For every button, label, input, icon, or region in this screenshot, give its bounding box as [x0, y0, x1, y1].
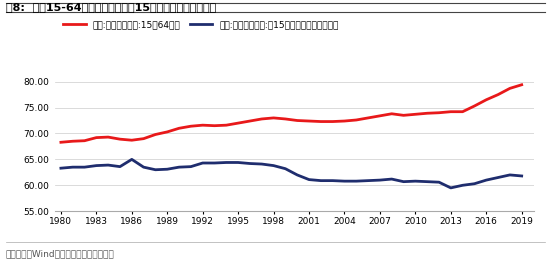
日本:劳动力参与率:占15岁及以上总人口比重％ — [341, 180, 348, 183]
日本:劳动力参与率:15到64岁％ — [495, 93, 502, 96]
日本:劳动力参与率:占15岁及以上总人口比重％ — [200, 161, 206, 164]
日本:劳动力参与率:占15岁及以上总人口比重％ — [93, 164, 100, 167]
日本:劳动力参与率:占15岁及以上总人口比重％ — [188, 165, 194, 168]
日本:劳动力参与率:15到64岁％ — [459, 110, 466, 113]
日本:劳动力参与率:15到64岁％ — [317, 120, 324, 123]
日本:劳动力参与率:占15岁及以上总人口比重％ — [471, 182, 478, 185]
日本:劳动力参与率:占15岁及以上总人口比重％ — [483, 178, 490, 182]
日本:劳动力参与率:15到64岁％ — [270, 116, 277, 120]
日本:劳动力参与率:占15岁及以上总人口比重％ — [365, 179, 371, 182]
日本:劳动力参与率:占15岁及以上总人口比重％ — [223, 161, 229, 164]
日本:劳动力参与率:15到64岁％ — [341, 119, 348, 122]
日本:劳动力参与率:占15岁及以上总人口比重％ — [388, 177, 395, 181]
日本:劳动力参与率:15到64岁％ — [400, 114, 407, 117]
日本:劳动力参与率:15到64岁％ — [377, 114, 383, 117]
Legend: 日本:劳动力参与率:15到64岁％, 日本:劳动力参与率:占15岁及以上总人口比重％: 日本:劳动力参与率:15到64岁％, 日本:劳动力参与率:占15岁及以上总人口比… — [59, 17, 343, 33]
日本:劳动力参与率:占15岁及以上总人口比重％ — [246, 162, 253, 165]
日本:劳动力参与率:占15岁及以上总人口比重％ — [164, 168, 170, 171]
Line: 日本:劳动力参与率:15到64岁％: 日本:劳动力参与率:15到64岁％ — [61, 85, 522, 142]
日本:劳动力参与率:占15岁及以上总人口比重％ — [211, 161, 218, 164]
日本:劳动力参与率:占15岁及以上总人口比重％ — [306, 178, 312, 181]
日本:劳动力参与率:占15岁及以上总人口比重％ — [105, 163, 112, 167]
Text: 图8:  日本15-64岁劳动力参与率与15岁及以上劳动力参与率: 图8: 日本15-64岁劳动力参与率与15岁及以上劳动力参与率 — [6, 2, 216, 12]
日本:劳动力参与率:15到64岁％ — [200, 124, 206, 127]
日本:劳动力参与率:15到64岁％ — [117, 138, 123, 141]
日本:劳动力参与率:占15岁及以上总人口比重％ — [329, 179, 336, 182]
日本:劳动力参与率:占15岁及以上总人口比重％ — [317, 179, 324, 182]
日本:劳动力参与率:15到64岁％ — [235, 121, 241, 125]
日本:劳动力参与率:15到64岁％ — [436, 111, 442, 114]
日本:劳动力参与率:15到64岁％ — [164, 130, 170, 134]
日本:劳动力参与率:占15岁及以上总人口比重％ — [258, 162, 265, 166]
日本:劳动力参与率:15到64岁％ — [58, 141, 64, 144]
日本:劳动力参与率:15到64岁％ — [152, 133, 159, 136]
日本:劳动力参与率:15到64岁％ — [471, 105, 478, 108]
日本:劳动力参与率:占15岁及以上总人口比重％ — [282, 167, 289, 170]
日本:劳动力参与率:15到64岁％ — [424, 112, 431, 115]
日本:劳动力参与率:15到64岁％ — [258, 117, 265, 121]
日本:劳动力参与率:占15岁及以上总人口比重％ — [412, 180, 419, 183]
日本:劳动力参与率:占15岁及以上总人口比重％ — [459, 184, 466, 187]
日本:劳动力参与率:15到64岁％ — [176, 127, 183, 130]
日本:劳动力参与率:15到64岁％ — [105, 135, 112, 139]
日本:劳动力参与率:15到64岁％ — [353, 119, 360, 122]
日本:劳动力参与率:15到64岁％ — [223, 124, 229, 127]
日本:劳动力参与率:占15岁及以上总人口比重％ — [270, 164, 277, 167]
日本:劳动力参与率:占15岁及以上总人口比重％ — [424, 180, 431, 183]
日本:劳动力参与率:占15岁及以上总人口比重％ — [353, 180, 360, 183]
日本:劳动力参与率:占15岁及以上总人口比重％ — [58, 167, 64, 170]
日本:劳动力参与率:占15岁及以上总人口比重％ — [176, 166, 183, 169]
日本:劳动力参与率:占15岁及以上总人口比重％ — [129, 158, 135, 161]
日本:劳动力参与率:占15岁及以上总人口比重％ — [140, 166, 147, 169]
日本:劳动力参与率:15到64岁％ — [140, 137, 147, 140]
日本:劳动力参与率:占15岁及以上总人口比重％ — [436, 181, 442, 184]
日本:劳动力参与率:占15岁及以上总人口比重％ — [507, 173, 513, 177]
日本:劳动力参与率:15到64岁％ — [519, 83, 525, 86]
日本:劳动力参与率:占15岁及以上总人口比重％ — [448, 186, 454, 190]
日本:劳动力参与率:占15岁及以上总人口比重％ — [495, 176, 502, 179]
日本:劳动力参与率:15到64岁％ — [448, 110, 454, 113]
日本:劳动力参与率:占15岁及以上总人口比重％ — [400, 180, 407, 183]
日本:劳动力参与率:占15岁及以上总人口比重％ — [81, 166, 88, 169]
日本:劳动力参与率:15到64岁％ — [507, 87, 513, 90]
日本:劳动力参与率:15到64岁％ — [246, 119, 253, 122]
日本:劳动力参与率:15到64岁％ — [81, 139, 88, 142]
日本:劳动力参与率:15到64岁％ — [93, 136, 100, 139]
日本:劳动力参与率:15到64岁％ — [294, 119, 300, 122]
日本:劳动力参与率:占15岁及以上总人口比重％ — [117, 165, 123, 168]
日本:劳动力参与率:15到64岁％ — [329, 120, 336, 123]
日本:劳动力参与率:15到64岁％ — [69, 140, 76, 143]
日本:劳动力参与率:15到64岁％ — [306, 119, 312, 122]
日本:劳动力参与率:15到64岁％ — [365, 116, 371, 120]
日本:劳动力参与率:15到64岁％ — [483, 98, 490, 101]
日本:劳动力参与率:15到64岁％ — [188, 125, 194, 128]
日本:劳动力参与率:占15岁及以上总人口比重％ — [152, 168, 159, 171]
Text: 数据来源：Wind，广发证券发展研究中心: 数据来源：Wind，广发证券发展研究中心 — [6, 249, 114, 258]
日本:劳动力参与率:占15岁及以上总人口比重％ — [235, 161, 241, 164]
日本:劳动力参与率:占15岁及以上总人口比重％ — [519, 175, 525, 178]
日本:劳动力参与率:15到64岁％ — [282, 117, 289, 121]
日本:劳动力参与率:15到64岁％ — [412, 113, 419, 116]
日本:劳动力参与率:占15岁及以上总人口比重％ — [294, 173, 300, 177]
日本:劳动力参与率:15到64岁％ — [388, 112, 395, 115]
日本:劳动力参与率:15到64岁％ — [211, 124, 218, 127]
日本:劳动力参与率:15到64岁％ — [129, 139, 135, 142]
Line: 日本:劳动力参与率:占15岁及以上总人口比重％: 日本:劳动力参与率:占15岁及以上总人口比重％ — [61, 159, 522, 188]
日本:劳动力参与率:占15岁及以上总人口比重％ — [69, 166, 76, 169]
日本:劳动力参与率:占15岁及以上总人口比重％ — [377, 178, 383, 182]
